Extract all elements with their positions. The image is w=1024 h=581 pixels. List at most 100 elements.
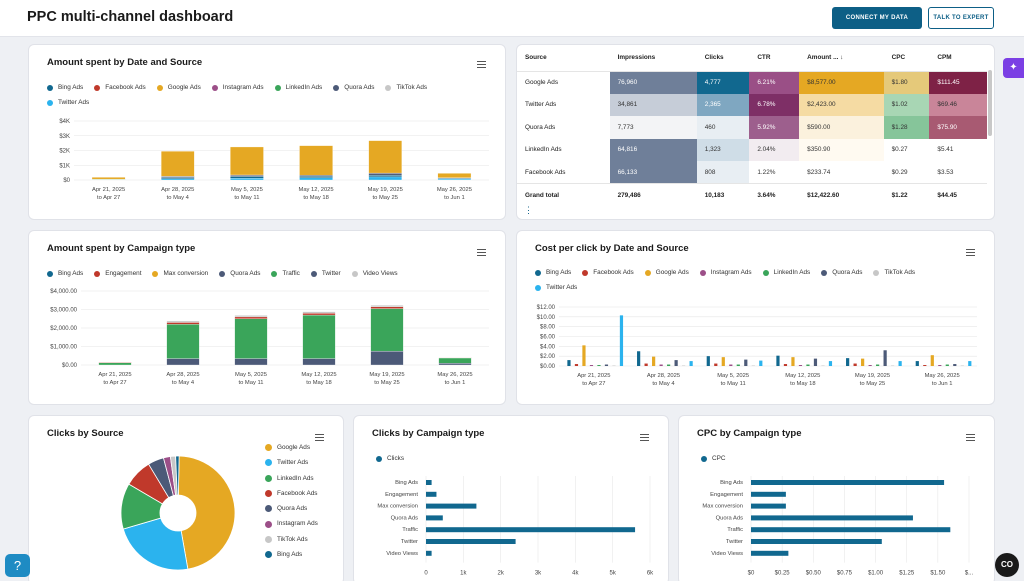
legend-label: Twitter — [321, 270, 341, 277]
legend-swatch — [699, 269, 706, 276]
chart-legend: Google Ads Twitter Ads LinkedIn Ads Faceboo… — [265, 440, 345, 562]
x-tick-label: May 26, 2025 — [925, 373, 960, 379]
menu-icon[interactable] — [477, 61, 486, 68]
legend-item[interactable]: Engagement — [94, 266, 141, 281]
menu-icon[interactable] — [966, 434, 975, 441]
legend-item[interactable]: Bing Ads — [535, 265, 571, 280]
column-header[interactable]: CTR — [749, 45, 800, 72]
grand-total-row: Grand total 279,486 10,183 3.64% $12,422.60 $… — [517, 183, 987, 208]
x-tick-label: 0 — [424, 571, 428, 577]
bar — [426, 491, 437, 497]
legend-item[interactable]: Instagram Ads — [211, 80, 264, 95]
bar-segment — [437, 173, 472, 178]
legend-item[interactable]: Facebook Ads — [94, 80, 146, 95]
table-row[interactable]: Google Ads 76,960 4,777 6.21% $8,577.00 $1.80… — [517, 71, 987, 94]
legend-item[interactable]: Twitter — [310, 266, 341, 281]
legend-item[interactable]: Max conversion — [152, 266, 208, 281]
legend-item[interactable]: Instagram Ads — [265, 516, 334, 531]
y-tick-label: Max conversion — [377, 504, 418, 510]
legend-item[interactable]: Twitter Ads — [535, 280, 577, 295]
column-header[interactable]: CPM — [929, 45, 987, 72]
talk-to-expert-button[interactable]: TALK TO EXPERT — [928, 7, 994, 29]
x-tick-label: Apr 28, 2025 — [647, 373, 680, 379]
table-cell: 1.22% — [749, 161, 800, 184]
table-cell: 3.64% — [749, 183, 800, 208]
bar — [751, 539, 882, 544]
bar — [776, 355, 780, 366]
legend-item[interactable]: Google Ads — [156, 80, 201, 95]
legend-item[interactable]: Quora Ads — [265, 501, 334, 516]
bar-segment — [230, 178, 264, 181]
legend-swatch — [821, 269, 828, 276]
bar-segment — [234, 318, 268, 359]
legend-item[interactable]: TikTok Ads — [873, 265, 915, 280]
legend-item[interactable]: Twitter Ads — [265, 455, 334, 470]
legend-item[interactable]: TikTok Ads — [265, 532, 334, 547]
legend-item[interactable]: LinkedIn Ads — [274, 80, 322, 95]
horizontal-bar-chart: 0 1k 2k 3k 4k 5k 6k Bing Ads Engagement Max conve… — [377, 476, 654, 577]
table-scrollbar[interactable] — [988, 70, 992, 136]
legend-swatch — [701, 455, 707, 462]
y-tick-label: $10.00 — [537, 315, 556, 321]
legend-label: Facebook Ads — [277, 489, 318, 497]
connect-my-data-button[interactable]: CONNECT MY DATA — [832, 7, 922, 29]
legend-swatch — [265, 505, 272, 513]
help-icon[interactable]: ? — [5, 554, 30, 577]
bar — [597, 365, 601, 366]
chart-legend: CPC — [701, 451, 737, 466]
legend-item[interactable]: Google Ads — [265, 440, 334, 455]
y-tick-label: Bing Ads — [395, 480, 418, 486]
bar-segment — [230, 146, 264, 176]
more-icon[interactable]: ⋮ — [524, 205, 533, 215]
legend-item[interactable]: Bing Ads — [47, 80, 83, 95]
bar — [759, 360, 763, 366]
bar-segment — [370, 305, 404, 307]
table-row[interactable]: LinkedIn Ads 64,816 1,323 2.04% $350.90 $0.27… — [517, 138, 987, 161]
x-tick-label: Apr 21, 2025 — [98, 372, 131, 378]
column-header[interactable]: Source — [517, 45, 610, 72]
legend-item[interactable]: Bing Ads — [47, 266, 83, 281]
y-tick-label: Twitter — [726, 539, 743, 545]
bar-segment — [438, 362, 472, 366]
y-tick-label: Video Views — [711, 551, 743, 557]
bar — [426, 527, 636, 533]
table-cell: Facebook Ads — [525, 168, 566, 176]
legend-item[interactable]: Facebook Ads — [582, 265, 634, 280]
menu-icon[interactable] — [477, 249, 486, 256]
brand-badge[interactable]: CO — [995, 553, 1019, 577]
legend-item[interactable]: Video Views — [351, 266, 398, 281]
legend-item[interactable]: LinkedIn Ads — [265, 471, 334, 486]
legend-item[interactable]: Bing Ads — [265, 547, 334, 562]
legend-item[interactable]: Facebook Ads — [265, 486, 334, 501]
legend-swatch — [211, 84, 218, 91]
legend-swatch — [265, 444, 272, 452]
table-row[interactable]: Facebook Ads 66,133 808 1.22% $233.74 $0.29 $3… — [517, 161, 987, 184]
menu-icon[interactable] — [640, 434, 649, 441]
table-row[interactable]: Quora Ads 7,773 460 5.92% $590.00 $1.28 $75.90 — [517, 116, 987, 139]
menu-icon[interactable] — [966, 249, 975, 256]
menu-icon[interactable] — [315, 434, 324, 441]
legend-item[interactable]: Traffic — [271, 266, 300, 281]
column-header[interactable]: Clicks — [696, 45, 750, 72]
column-header[interactable]: Impressions — [609, 45, 697, 72]
legend-item[interactable]: Quora Ads — [219, 266, 260, 281]
legend-item[interactable]: TikTok Ads — [385, 80, 427, 95]
x-tick-label: to May 25 — [860, 381, 885, 387]
legend-item[interactable]: LinkedIn Ads — [762, 265, 810, 280]
legend-item[interactable]: Google Ads — [644, 265, 689, 280]
legend-item[interactable]: Twitter Ads — [47, 95, 89, 110]
legend-swatch — [873, 269, 880, 276]
legend-item[interactable]: Instagram Ads — [699, 265, 752, 280]
column-header[interactable]: CPC — [883, 45, 930, 72]
legend-item[interactable]: Quora Ads — [333, 80, 374, 95]
legend-item[interactable]: Clicks — [376, 451, 404, 466]
legend-item[interactable]: Quora Ads — [821, 265, 862, 280]
ai-assistant-icon[interactable]: ✦ — [1003, 58, 1024, 78]
amount-by-date-source-card: Amount spent by Date and Source Bing Ads… — [28, 44, 506, 220]
legend-swatch — [47, 84, 53, 91]
legend-item[interactable]: CPC — [701, 451, 726, 466]
bar — [846, 358, 850, 366]
table-row[interactable]: Twitter Ads 34,861 2,365 6.78% $2,423.00 $1.0… — [517, 93, 987, 116]
legend-swatch — [271, 270, 278, 277]
column-header[interactable]: Amount ... ↓ — [799, 45, 884, 72]
